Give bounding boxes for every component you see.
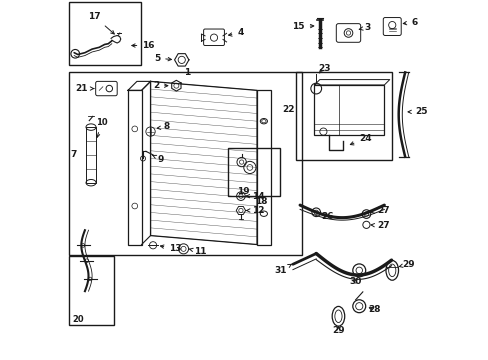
- Bar: [296, 72, 391, 160]
- Text: 3: 3: [358, 23, 370, 32]
- Text: 27: 27: [370, 221, 389, 230]
- Text: 8: 8: [157, 122, 170, 131]
- Text: 6: 6: [403, 18, 417, 27]
- Text: 15: 15: [292, 22, 313, 31]
- Text: 28: 28: [367, 305, 380, 314]
- Text: 21: 21: [75, 84, 94, 93]
- Bar: [314, 85, 384, 135]
- Text: 22: 22: [282, 105, 294, 114]
- Text: 13: 13: [160, 244, 182, 253]
- Text: 29: 29: [398, 260, 414, 269]
- Text: 18: 18: [255, 197, 267, 206]
- Text: 26: 26: [321, 212, 333, 221]
- Text: 30: 30: [349, 276, 361, 285]
- Ellipse shape: [260, 211, 267, 216]
- Text: 23: 23: [317, 64, 330, 73]
- Bar: [257, 90, 270, 244]
- Bar: [69, 256, 113, 325]
- Text: 5: 5: [154, 54, 171, 63]
- Bar: [128, 90, 142, 244]
- Bar: [228, 148, 280, 196]
- Text: 24: 24: [349, 134, 371, 145]
- Text: 29: 29: [331, 326, 344, 335]
- Text: 31: 31: [274, 264, 291, 275]
- Bar: [69, 72, 301, 255]
- Text: 9: 9: [152, 155, 164, 164]
- Ellipse shape: [260, 118, 267, 124]
- Text: 11: 11: [188, 247, 206, 256]
- Text: 16: 16: [132, 41, 155, 50]
- Text: 25: 25: [407, 107, 427, 116]
- Bar: [69, 3, 140, 65]
- Text: 7: 7: [70, 150, 77, 159]
- Text: 1: 1: [183, 68, 189, 77]
- Text: 12: 12: [246, 206, 264, 215]
- Text: 27: 27: [370, 206, 389, 215]
- Text: 4: 4: [228, 28, 243, 37]
- Bar: [86, 127, 96, 183]
- Text: 2: 2: [153, 81, 167, 90]
- Text: 19: 19: [237, 187, 249, 196]
- Text: 10: 10: [96, 118, 107, 137]
- Text: 17: 17: [88, 12, 114, 34]
- Text: 20: 20: [72, 315, 84, 324]
- Text: 14: 14: [246, 192, 264, 201]
